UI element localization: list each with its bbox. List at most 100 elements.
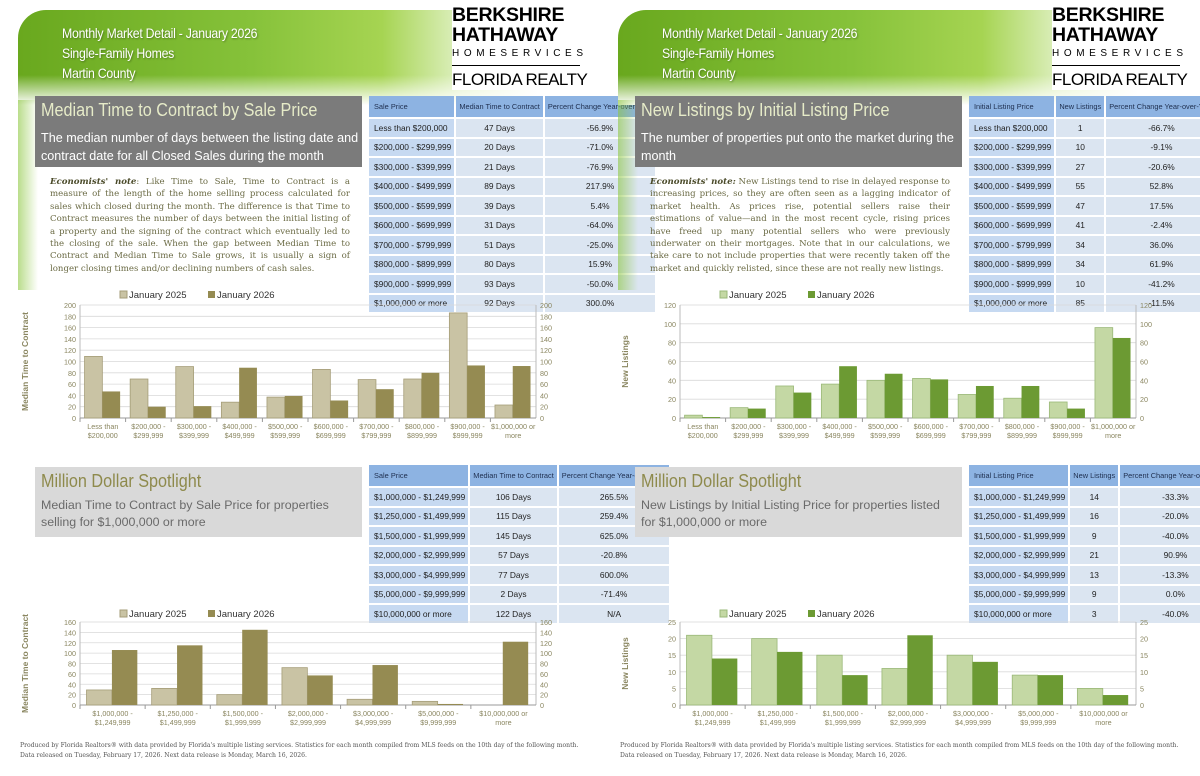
y-tick-label: 180 [64,312,76,321]
legend-swatch [119,609,128,618]
spotlight-title: Million Dollar Spotlight [41,471,202,491]
x-tick-label: $600,000 - [314,422,349,431]
table-cell: 85 [1056,294,1105,312]
table-cell: $400,000 - $499,999 [969,177,1055,195]
section-subtitle: The median number of days between the li… [41,131,359,163]
table-cell: 14 [1070,488,1119,506]
bar-2025 [216,694,243,706]
x-tick-label: $4,999,999 [955,718,991,727]
header-line2: Single-Family Homes [62,45,175,61]
table-cell: $800,000 - $899,999 [969,255,1055,273]
bar-2026 [1021,385,1040,418]
economists-note: Economists' note: Like Time to Sale, Tim… [50,176,350,275]
y-tick-label: 20 [668,635,676,644]
table-cell: 3 [1070,605,1119,623]
y-tick-label: 120 [1140,301,1152,310]
x-tick-label: $400,000 - [822,422,857,431]
y-tick-label: 60 [68,380,76,389]
table-cell: -33.3% [1120,488,1200,506]
time-to-contract-page: Monthly Market Detail - January 2026 Sing… [18,5,670,761]
table-cell: $5,000,000 - $9,999,999 [969,585,1069,603]
section-header: New Listings by Initial Listing Price The… [635,96,962,167]
legend-label: January 2026 [217,290,275,301]
y-tick-label: 200 [540,301,552,310]
bar-2026 [907,635,933,705]
table-cell: 1 [1056,119,1105,137]
logo-text: FLORIDA REALTY [452,70,588,89]
bar-2026 [239,367,257,418]
bar-2025 [957,394,977,419]
y-tick-label: 40 [68,391,76,400]
x-tick-label: $2,000,000 - [888,709,929,718]
bar-2025 [175,366,194,419]
section-title: New Listings by Initial Listing Price [641,100,890,120]
table-cell: 21 Days [456,158,543,176]
bar-2025 [346,698,373,706]
y-axis-title: New Listings [620,637,630,690]
y-tick-label: 25 [1140,618,1148,627]
legend-label: January 2026 [817,609,875,620]
x-tick-label: $1,499,999 [760,718,796,727]
x-tick-label: $400,000 - [222,422,257,431]
table-cell: $10,000,000 or more [969,605,1069,623]
brand-logo: BERKSHIRE HATHAWAY HOMESERVICES FLORIDA REA… [452,5,597,90]
spotlight-header: Million Dollar Spotlight New Listings by … [635,467,962,537]
table-cell: 10 [1056,138,1105,156]
table-row: $5,000,000 - $9,999,999 9 0.0% [969,585,1200,603]
y-tick-label: 140 [540,335,552,344]
table-row: $1,500,000 - $1,999,999 9 -40.0% [969,527,1200,545]
y-tick-label: 100 [64,358,76,367]
bar-2025 [1048,401,1068,419]
table-cell: $1,000,000 or more [369,294,455,312]
y-tick-label: 15 [668,651,676,660]
bar-2025 [684,414,703,419]
y-tick-label: 5 [1140,684,1144,693]
x-tick-label: $700,000 - [359,422,394,431]
x-tick-label: $200,000 [88,431,118,440]
x-tick-label: $1,000,000 or [1091,422,1136,431]
table-cell: $900,000 - $999,999 [369,275,455,293]
bar-2025 [866,379,886,419]
x-tick-label: $1,999,999 [825,718,861,727]
header-line2: Single-Family Homes [662,45,775,61]
y-tick-label: 10 [668,668,676,677]
table-cell: 20 Days [456,138,543,156]
bar-2025 [129,378,149,419]
table-row: $500,000 - $599,999 39 Days 5.4% [369,197,656,215]
brand-logo: BERKSHIRE HATHAWAY HOMESERVICES FLORIDA REA… [1052,5,1197,90]
y-tick-label: 10 [1140,668,1148,677]
x-tick-label: $1,250,000 - [158,709,199,718]
bar-2025 [312,369,331,419]
y-tick-label: 20 [540,691,548,700]
table-cell: $300,000 - $399,999 [369,158,455,176]
column-header: New Listings [1056,96,1105,117]
table-cell: $600,000 - $699,999 [369,216,455,234]
bar-2025 [912,378,931,419]
bar-2026 [1112,337,1131,418]
table-row: $600,000 - $699,999 41 -2.4% [969,216,1200,234]
y-tick-label: 160 [540,324,552,333]
bar-2025 [686,634,713,706]
footer-line: Produced by Florida Realtors® with data … [620,742,1179,749]
bar-2026 [421,372,440,418]
footer-note: Produced by Florida Realtors® with data … [20,741,590,761]
column-header: Initial Listing Price [969,465,1069,486]
table-cell: 10 [1056,275,1105,293]
table-cell: $1,500,000 - $1,999,999 [369,527,469,545]
table-cell: 122 Days [470,605,557,623]
y-tick-label: 80 [540,660,548,669]
y-tick-label: 100 [1140,320,1152,329]
y-tick-label: 120 [64,346,76,355]
table-cell: $3,000,000 - $4,999,999 [369,566,469,584]
logo-text: HATHAWAY [1052,24,1158,46]
table-row: $400,000 - $499,999 55 52.8% [969,177,1200,195]
table-cell: 47 Days [456,119,543,137]
y-tick-label: 20 [668,395,676,404]
spotlight-table: Initial Listing Price New Listings Percent… [967,463,1200,625]
table-cell: $1,000,000 - $1,249,999 [969,488,1069,506]
table-row: $10,000,000 or more 122 Days N/A [369,605,670,623]
x-tick-label: $1,499,999 [160,718,196,727]
table-cell: 80 Days [456,255,543,273]
x-tick-label: $699,999 [316,431,346,440]
table-row: $300,000 - $399,999 21 Days -76.9% [369,158,656,176]
